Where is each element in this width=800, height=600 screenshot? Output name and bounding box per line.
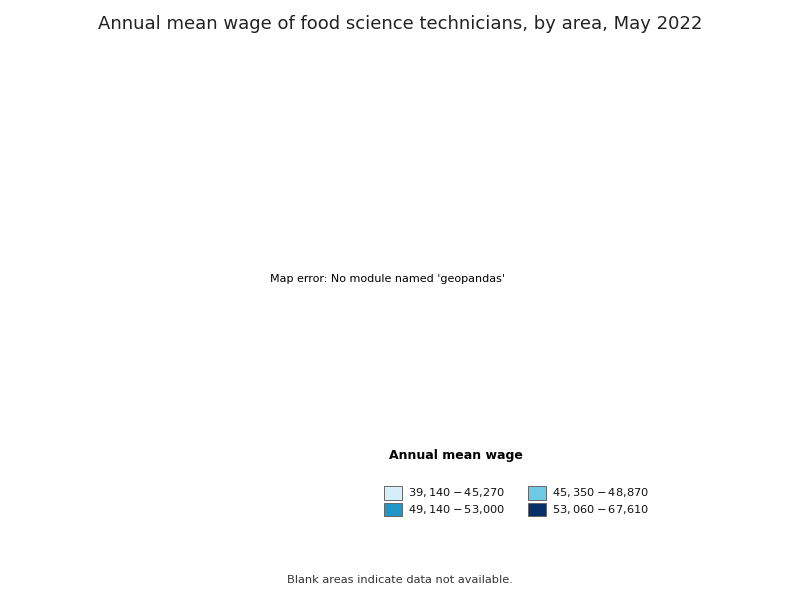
Text: Blank areas indicate data not available.: Blank areas indicate data not available.: [287, 575, 513, 585]
Text: Annual mean wage of food science technicians, by area, May 2022: Annual mean wage of food science technic…: [98, 15, 702, 33]
Text: $45,350 - $48,870: $45,350 - $48,870: [552, 487, 649, 499]
Text: Map error: No module named 'geopandas': Map error: No module named 'geopandas': [270, 274, 506, 284]
Text: Annual mean wage: Annual mean wage: [389, 449, 523, 462]
Text: $49,140 - $53,000: $49,140 - $53,000: [408, 503, 505, 516]
Text: $39,140 - $45,270: $39,140 - $45,270: [408, 487, 505, 499]
Text: $53,060 - $67,610: $53,060 - $67,610: [552, 503, 649, 516]
